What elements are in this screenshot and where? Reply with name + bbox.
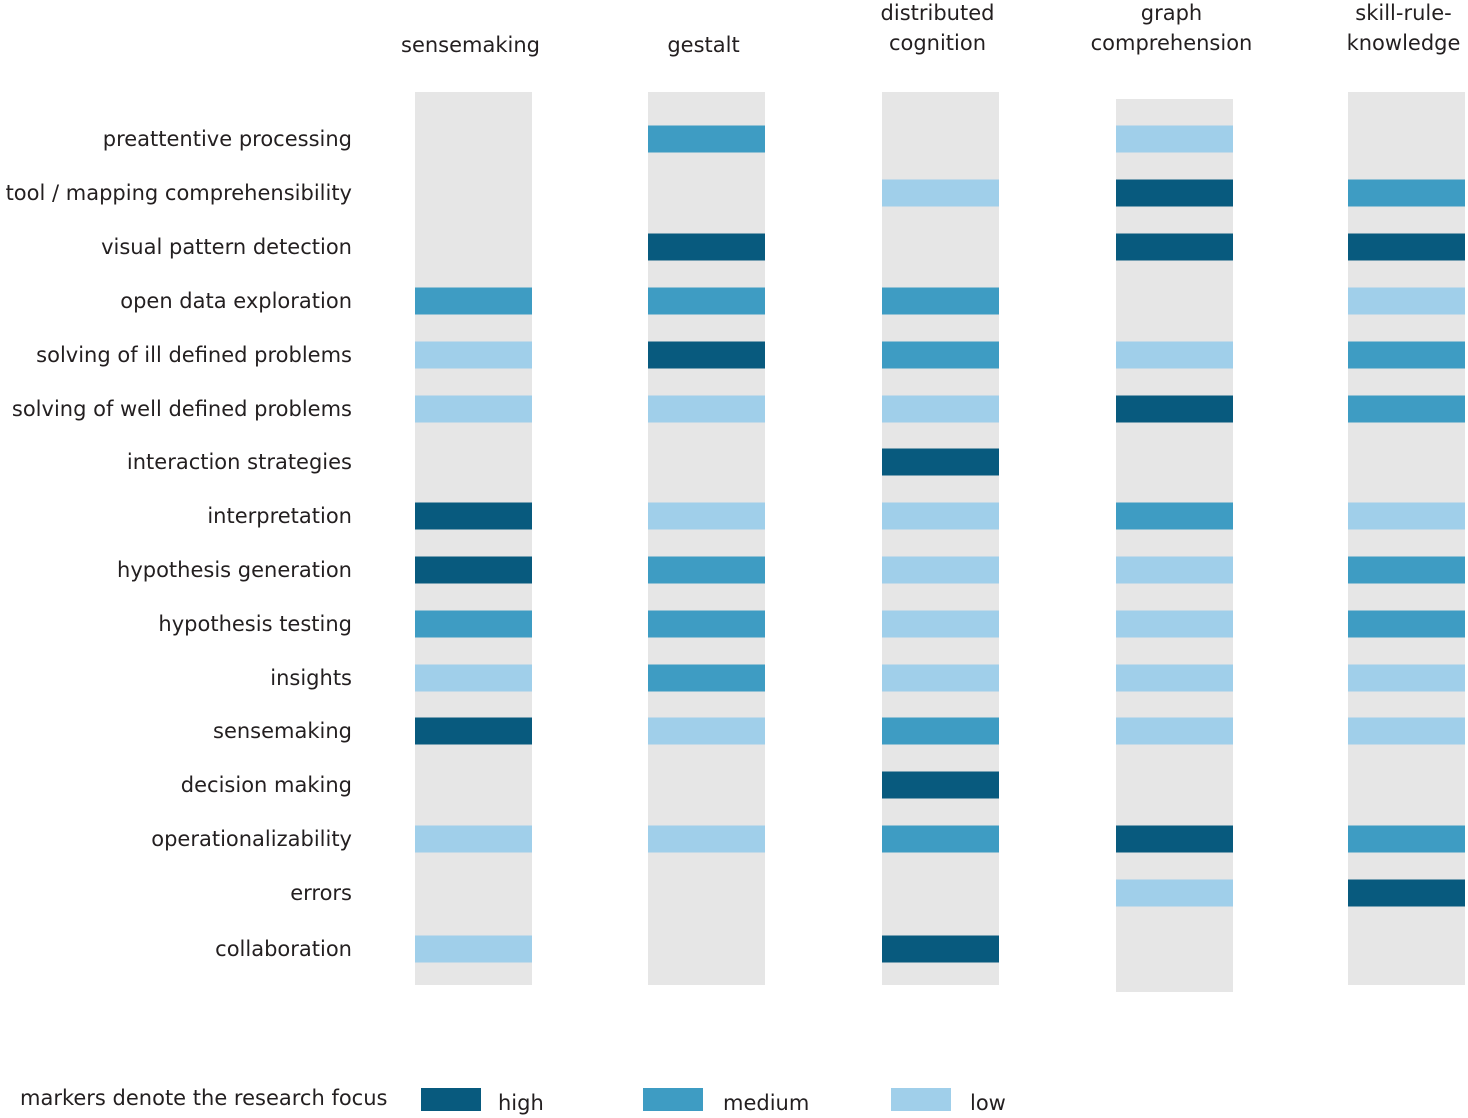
row-label-hypothesis-generation: hypothesis generation [117, 558, 352, 582]
legend-label-medium: medium [723, 1091, 809, 1115]
legend-items: high medium low [421, 1088, 1006, 1115]
marker-graph-comprehension-sensemaking-low [1116, 717, 1233, 745]
marker-distributed-cognition-solving-of-well-defined-problems-low [882, 395, 999, 423]
marker-graph-comprehension-errors-low [1116, 879, 1233, 907]
legend-swatch-high [421, 1088, 481, 1111]
marker-gestalt-preattentive-processing-medium [648, 125, 765, 153]
marker-distributed-cognition-interpretation-low [882, 502, 999, 530]
marker-graph-comprehension-preattentive-processing-low [1116, 125, 1233, 153]
legend-swatch-low [891, 1088, 951, 1111]
marker-sensemaking-hypothesis-generation-high [415, 556, 532, 584]
column-track-graph-comprehension [1116, 99, 1233, 992]
marker-graph-comprehension-hypothesis-testing-low [1116, 610, 1233, 638]
marker-graph-comprehension-insights-low [1116, 664, 1233, 692]
marker-sensemaking-interpretation-high [415, 502, 532, 530]
legend: markers denote the research focus high me… [20, 1086, 1006, 1115]
row-label-decision-making: decision making [181, 773, 352, 797]
marker-sensemaking-sensemaking-high [415, 717, 532, 745]
marker-distributed-cognition-insights-low [882, 664, 999, 692]
column-labels: sensemaking gestalt distributed cognition gr… [401, 1, 1460, 57]
legend-label-high: high [498, 1091, 544, 1115]
marker-graph-comprehension-solving-of-well-defined-problems-high [1116, 395, 1233, 423]
row-label-interaction-strategies: interaction strategies [127, 450, 352, 474]
row-label-solving-of-well-defined-problems: solving of well defined problems [12, 397, 352, 421]
marker-distributed-cognition-operationalizability-medium [882, 825, 999, 853]
column-label-sensemaking: sensemaking [401, 33, 540, 57]
marker-graph-comprehension-operationalizability-high [1116, 825, 1233, 853]
marker-skill-rule-knowledge-visual-pattern-detection-high [1348, 233, 1465, 261]
column-label-distributed-cognition-line-2: cognition [889, 31, 986, 55]
row-label-solving-of-ill-defined-problems: solving of ill defined problems [36, 343, 352, 367]
focus-markers [415, 125, 1465, 963]
row-label-preattentive-processing: preattentive processing [103, 127, 352, 151]
marker-distributed-cognition-hypothesis-generation-low [882, 556, 999, 584]
marker-skill-rule-knowledge-solving-of-well-defined-problems-medium [1348, 395, 1465, 423]
marker-graph-comprehension-tool-mapping-comprehensibility-high [1116, 179, 1233, 207]
marker-skill-rule-knowledge-hypothesis-testing-medium [1348, 610, 1465, 638]
marker-distributed-cognition-collaboration-high [882, 935, 999, 963]
column-label-distributed-cognition-line-1: distributed [881, 1, 995, 25]
legend-title: markers denote the research focus [20, 1086, 387, 1110]
legend-label-low: low [970, 1091, 1006, 1115]
marker-graph-comprehension-hypothesis-generation-low [1116, 556, 1233, 584]
marker-skill-rule-knowledge-errors-high [1348, 879, 1465, 907]
marker-distributed-cognition-open-data-exploration-medium [882, 287, 999, 315]
row-label-tool-mapping-comprehensibility: tool / mapping comprehensibility [6, 181, 352, 205]
marker-distributed-cognition-hypothesis-testing-low [882, 610, 999, 638]
marker-gestalt-hypothesis-testing-medium [648, 610, 765, 638]
column-label-skill-rule-knowledge-line-2: knowledge [1347, 31, 1461, 55]
marker-gestalt-solving-of-well-defined-problems-low [648, 395, 765, 423]
marker-graph-comprehension-solving-of-ill-defined-problems-low [1116, 341, 1233, 369]
marker-skill-rule-knowledge-solving-of-ill-defined-problems-medium [1348, 341, 1465, 369]
marker-gestalt-open-data-exploration-medium [648, 287, 765, 315]
column-label-skill-rule-knowledge-line-1: skill-rule- [1355, 1, 1451, 25]
marker-skill-rule-knowledge-sensemaking-low [1348, 717, 1465, 745]
row-label-hypothesis-testing: hypothesis testing [158, 612, 352, 636]
marker-distributed-cognition-interaction-strategies-high [882, 448, 999, 476]
column-label-graph-comprehension-line-2: comprehension [1091, 31, 1253, 55]
marker-skill-rule-knowledge-insights-low [1348, 664, 1465, 692]
row-label-insights: insights [270, 666, 352, 690]
marker-gestalt-solving-of-ill-defined-problems-high [648, 341, 765, 369]
marker-sensemaking-solving-of-ill-defined-problems-low [415, 341, 532, 369]
marker-skill-rule-knowledge-operationalizability-medium [1348, 825, 1465, 853]
marker-distributed-cognition-solving-of-ill-defined-problems-medium [882, 341, 999, 369]
row-labels: preattentive processing tool / mapping co… [6, 127, 352, 961]
marker-gestalt-operationalizability-low [648, 825, 765, 853]
row-label-sensemaking: sensemaking [213, 719, 352, 743]
marker-skill-rule-knowledge-open-data-exploration-low [1348, 287, 1465, 315]
legend-swatch-medium [643, 1088, 703, 1111]
marker-sensemaking-solving-of-well-defined-problems-low [415, 395, 532, 423]
column-label-graph-comprehension-line-1: graph [1141, 1, 1202, 25]
column-label-gestalt: gestalt [667, 33, 739, 57]
marker-sensemaking-insights-low [415, 664, 532, 692]
column-tracks [415, 92, 1465, 992]
marker-gestalt-hypothesis-generation-medium [648, 556, 765, 584]
row-label-visual-pattern-detection: visual pattern detection [101, 235, 352, 259]
marker-graph-comprehension-visual-pattern-detection-high [1116, 233, 1233, 261]
marker-sensemaking-hypothesis-testing-medium [415, 610, 532, 638]
marker-skill-rule-knowledge-tool-mapping-comprehensibility-medium [1348, 179, 1465, 207]
marker-gestalt-sensemaking-low [648, 717, 765, 745]
marker-gestalt-interpretation-low [648, 502, 765, 530]
marker-skill-rule-knowledge-interpretation-low [1348, 502, 1465, 530]
marker-gestalt-visual-pattern-detection-high [648, 233, 765, 261]
marker-distributed-cognition-sensemaking-medium [882, 717, 999, 745]
marker-graph-comprehension-interpretation-medium [1116, 502, 1233, 530]
row-label-interpretation: interpretation [207, 504, 352, 528]
row-label-operationalizability: operationalizability [151, 827, 352, 851]
row-label-collaboration: collaboration [215, 937, 352, 961]
marker-sensemaking-open-data-exploration-medium [415, 287, 532, 315]
row-label-open-data-exploration: open data exploration [120, 289, 352, 313]
marker-distributed-cognition-decision-making-high [882, 771, 999, 799]
row-label-errors: errors [290, 881, 352, 905]
marker-distributed-cognition-tool-mapping-comprehensibility-low [882, 179, 999, 207]
marker-skill-rule-knowledge-hypothesis-generation-medium [1348, 556, 1465, 584]
marker-sensemaking-collaboration-low [415, 935, 532, 963]
marker-sensemaking-operationalizability-low [415, 825, 532, 853]
marker-gestalt-insights-medium [648, 664, 765, 692]
